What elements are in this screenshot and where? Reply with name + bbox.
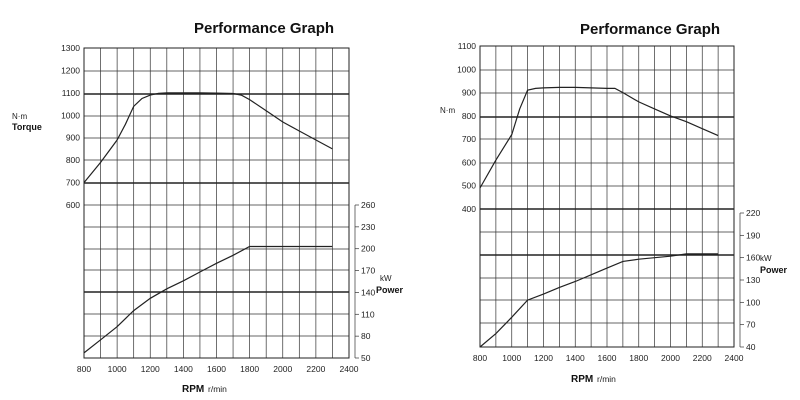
power-tick-label: 190 [746, 230, 760, 240]
torque-tick-label: 1300 [61, 43, 80, 53]
torque-curve [83, 92, 333, 183]
power-tick-label: 80 [361, 331, 371, 341]
torque-tick-label: 1000 [61, 110, 80, 120]
power-tick-label: 50 [361, 353, 371, 363]
x-tick-label: 2200 [306, 364, 325, 374]
torque-unit-label: N·m [12, 112, 27, 121]
grid-right [479, 45, 741, 348]
power-tick-label: 140 [361, 287, 375, 297]
x-tick-label: 1200 [534, 353, 553, 363]
x-tick-label: 1000 [108, 364, 127, 374]
chart-title: Performance Graph [194, 20, 334, 37]
torque-unit-label: N·m [440, 106, 455, 115]
power-ticks-left: 50 80 110 140 170 200 230 260 [355, 200, 375, 363]
power-tick-label: 220 [746, 208, 760, 218]
x-tick-label: 800 [473, 353, 487, 363]
power-tick-label: 110 [361, 309, 375, 319]
x-tick-label: 2400 [725, 353, 744, 363]
power-axis-label: Power [760, 265, 788, 275]
x-tick-label: 2000 [273, 364, 292, 374]
torque-tick-label: 700 [462, 134, 476, 144]
chart-left: Performance Graph 600 700 800 900 1000 1100 12… [12, 20, 404, 395]
x-tick-label: 1800 [629, 353, 648, 363]
x-tick-label: 2000 [661, 353, 680, 363]
torque-tick-label: 400 [462, 204, 476, 214]
x-axis-unit: r/min [208, 384, 227, 394]
power-tick-label: 40 [746, 342, 756, 352]
torque-axis-label: Torque [12, 122, 42, 132]
torque-tick-label: 800 [66, 155, 80, 165]
power-tick-label: 260 [361, 200, 375, 210]
x-tick-label: 1400 [566, 353, 585, 363]
chart-right: Performance Graph 400 500 600 700 800 900 1000… [440, 21, 788, 385]
power-tick-label: 200 [361, 244, 375, 254]
power-tick-label: 100 [746, 297, 760, 307]
plot-frame [83, 47, 350, 359]
x-tick-label: 2200 [693, 353, 712, 363]
torque-tick-label: 1100 [62, 88, 81, 98]
chart-title: Performance Graph [580, 21, 720, 38]
grid-left [83, 47, 356, 359]
power-tick-label: 160 [746, 253, 760, 263]
power-tick-label: 70 [746, 320, 756, 330]
torque-ticks-right: 400 500 600 700 800 900 1000 1100 [457, 41, 476, 214]
power-curve [479, 253, 719, 348]
power-curve [83, 245, 333, 354]
power-axis-label: Power [376, 285, 404, 295]
x-axis-label: RPM [182, 384, 204, 395]
x-tick-label: 1400 [174, 364, 193, 374]
torque-tick-label: 600 [462, 157, 476, 167]
torque-tick-label: 1200 [61, 65, 80, 75]
torque-tick-label: 1100 [458, 41, 477, 51]
power-ticks-right: 40 70 100 130 160 190 220 [740, 208, 760, 352]
torque-tick-label: 800 [462, 111, 476, 121]
x-tick-label: 1600 [207, 364, 226, 374]
torque-ticks-left: 600 700 800 900 1000 1100 1200 1300 [61, 43, 80, 210]
torque-tick-label: 700 [66, 178, 80, 188]
power-unit-label: kW [380, 274, 392, 283]
x-tick-label: 2400 [340, 364, 359, 374]
torque-tick-label: 900 [66, 133, 80, 143]
torque-curve [479, 86, 719, 189]
x-ticks-right: 800 1000 1200 1400 1600 1800 2000 2200 2400 [473, 353, 744, 363]
power-unit-label: kW [760, 254, 772, 263]
torque-tick-label: 900 [462, 88, 476, 98]
torque-tick-label: 500 [462, 181, 476, 191]
x-tick-label: 1000 [502, 353, 521, 363]
power-tick-label: 170 [361, 266, 375, 276]
x-axis-label: RPM [571, 374, 593, 385]
torque-tick-label: 600 [66, 200, 80, 210]
x-axis-unit: r/min [597, 374, 616, 384]
x-tick-label: 1800 [240, 364, 259, 374]
x-tick-label: 800 [77, 364, 91, 374]
power-tick-label: 130 [746, 275, 760, 285]
torque-tick-label: 1000 [457, 64, 476, 74]
x-ticks-left: 800 1000 1200 1400 1600 1800 2000 2200 2400 [77, 364, 359, 374]
power-tick-label: 230 [361, 222, 375, 232]
x-tick-label: 1600 [598, 353, 617, 363]
x-tick-label: 1200 [141, 364, 160, 374]
plot-frame [479, 45, 735, 348]
